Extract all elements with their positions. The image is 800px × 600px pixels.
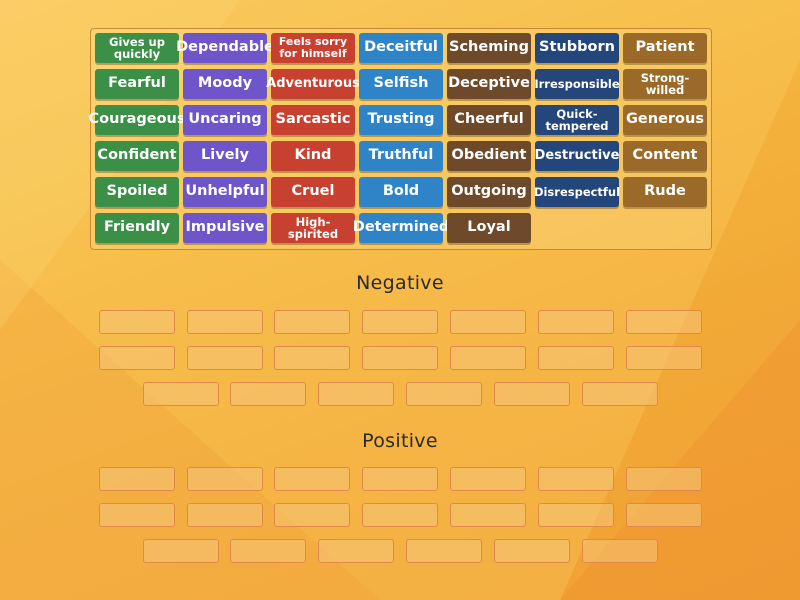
positive-drop-slot[interactable]: [99, 467, 175, 491]
negative-drop-slot[interactable]: [318, 382, 394, 406]
word-tile[interactable]: Unhelpful: [183, 177, 267, 207]
word-tile[interactable]: Generous: [623, 105, 707, 135]
negative-drop-slot[interactable]: [362, 346, 438, 370]
positive-drop-slot[interactable]: [626, 467, 702, 491]
positive-drop-slot[interactable]: [362, 467, 438, 491]
negative-drop-slot[interactable]: [538, 310, 614, 334]
word-tile[interactable]: Disrespectful: [534, 177, 620, 207]
word-tile[interactable]: Deceptive: [447, 69, 531, 99]
word-tile[interactable]: Loyal: [447, 213, 531, 243]
word-tile[interactable]: Deceitful: [359, 33, 443, 63]
word-tile[interactable]: Truthful: [359, 141, 443, 171]
positive-drop-slot[interactable]: [187, 503, 263, 527]
negative-drop-slot[interactable]: [450, 310, 526, 334]
word-tile[interactable]: Trusting: [359, 105, 443, 135]
word-tile[interactable]: Destructive: [535, 141, 619, 171]
negative-drop-slot[interactable]: [99, 310, 175, 334]
word-tile[interactable]: Kind: [271, 141, 355, 171]
word-tile[interactable]: High-spirited: [271, 213, 355, 243]
positive-drop-slot[interactable]: [187, 467, 263, 491]
negative-drop-slot[interactable]: [406, 382, 482, 406]
negative-drop-slot[interactable]: [143, 382, 219, 406]
negative-drop-slot[interactable]: [626, 346, 702, 370]
positive-drop-slot[interactable]: [450, 503, 526, 527]
positive-drop-slot[interactable]: [494, 539, 570, 563]
negative-drop-slot[interactable]: [538, 346, 614, 370]
positive-drop-slot[interactable]: [626, 503, 702, 527]
negative-drop-slot[interactable]: [450, 346, 526, 370]
word-tile[interactable]: Lively: [183, 141, 267, 171]
negative-drop-slot[interactable]: [494, 382, 570, 406]
negative-drop-slot[interactable]: [582, 382, 658, 406]
negative-drop-slot[interactable]: [362, 310, 438, 334]
group-title-positive: Positive: [362, 430, 438, 452]
word-tile[interactable]: Uncaring: [183, 105, 267, 135]
word-tile[interactable]: Content: [623, 141, 707, 171]
negative-drop-slot[interactable]: [230, 382, 306, 406]
word-tile[interactable]: Patient: [623, 33, 707, 63]
positive-drop-slot[interactable]: [318, 539, 394, 563]
word-tile[interactable]: Selfish: [359, 69, 443, 99]
word-tile[interactable]: Feels sorry for himself: [271, 33, 355, 63]
word-tile[interactable]: Moody: [183, 69, 267, 99]
positive-drop-slot[interactable]: [99, 503, 175, 527]
word-tile[interactable]: Obedient: [447, 141, 531, 171]
word-tile[interactable]: Scheming: [447, 33, 531, 63]
word-tile[interactable]: Sarcastic: [271, 105, 355, 135]
word-tile[interactable]: Impulsive: [183, 213, 267, 243]
negative-drop-slot[interactable]: [187, 346, 263, 370]
positive-drop-slot[interactable]: [538, 503, 614, 527]
word-tile[interactable]: Spoiled: [95, 177, 179, 207]
word-tile[interactable]: Gives up quickly: [95, 33, 179, 63]
positive-drop-slot[interactable]: [362, 503, 438, 527]
word-tile[interactable]: Confident: [95, 141, 179, 171]
word-tile[interactable]: Strong-willed: [623, 69, 707, 99]
word-tile[interactable]: Rude: [623, 177, 707, 207]
word-tile[interactable]: Dependable: [176, 33, 274, 63]
positive-drop-slot[interactable]: [143, 539, 219, 563]
word-tile[interactable]: Bold: [359, 177, 443, 207]
word-tile[interactable]: Outgoing: [447, 177, 531, 207]
word-tile[interactable]: Stubborn: [535, 33, 619, 63]
positive-drop-slot[interactable]: [230, 539, 306, 563]
word-tile[interactable]: Determined: [353, 213, 449, 243]
word-tile[interactable]: Irresponsible: [534, 69, 620, 99]
negative-drop-slot[interactable]: [274, 346, 350, 370]
negative-drop-slot[interactable]: [99, 346, 175, 370]
group-title-negative: Negative: [356, 272, 444, 294]
word-tile[interactable]: Cruel: [271, 177, 355, 207]
positive-drop-slot[interactable]: [538, 467, 614, 491]
positive-drop-slot[interactable]: [406, 539, 482, 563]
word-tile[interactable]: Adventurous: [266, 69, 360, 99]
negative-drop-slot[interactable]: [626, 310, 702, 334]
word-tile[interactable]: Cheerful: [447, 105, 531, 135]
word-tile[interactable]: Friendly: [95, 213, 179, 243]
word-tile[interactable]: Fearful: [95, 69, 179, 99]
negative-drop-slot[interactable]: [187, 310, 263, 334]
negative-drop-slot[interactable]: [274, 310, 350, 334]
word-tile[interactable]: Courageous: [89, 105, 186, 135]
positive-drop-slot[interactable]: [450, 467, 526, 491]
positive-drop-slot[interactable]: [582, 539, 658, 563]
word-tile[interactable]: Quick-tempered: [535, 105, 619, 135]
positive-drop-slot[interactable]: [274, 467, 350, 491]
positive-drop-slot[interactable]: [274, 503, 350, 527]
